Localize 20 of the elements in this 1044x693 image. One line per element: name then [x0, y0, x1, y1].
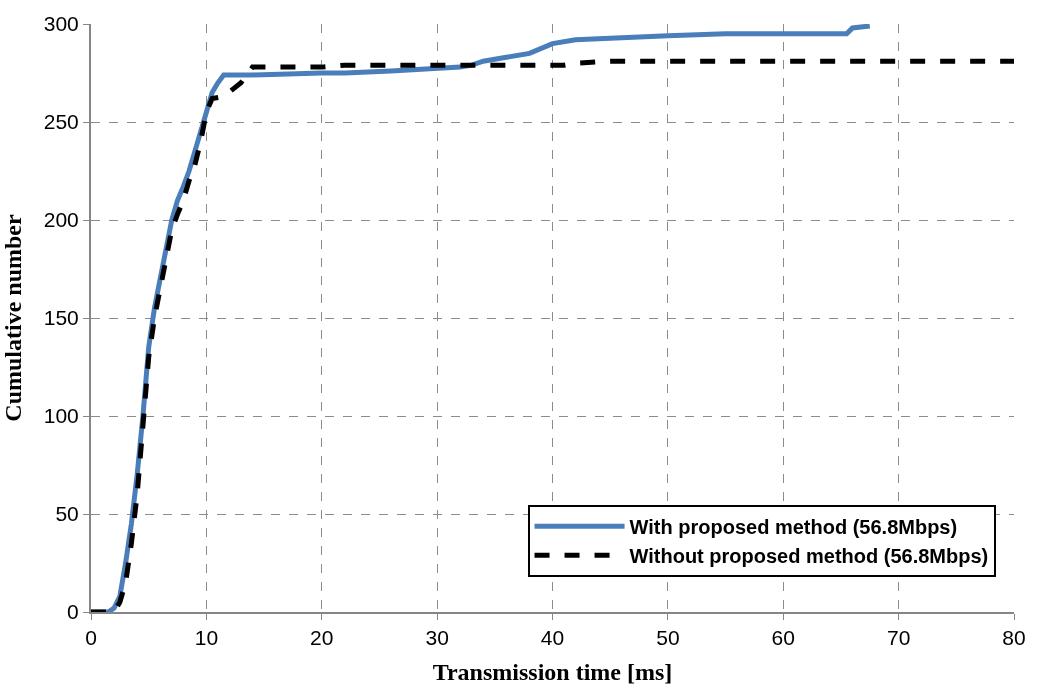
y-axis-title: Cumulative number [0, 213, 27, 422]
legend-label: With proposed method (56.8Mbps) [629, 516, 958, 539]
x-tick-label: 70 [886, 626, 911, 650]
x-tick-label: 80 [1002, 626, 1026, 650]
x-tick-label: 40 [540, 626, 565, 650]
x-tick-label: 60 [771, 626, 795, 650]
x-tick-label: 30 [425, 626, 449, 650]
y-tick-label: 300 [43, 12, 79, 36]
x-tick-label: 20 [310, 626, 334, 650]
x-tick-label: 10 [194, 626, 219, 650]
legend-label: Without proposed method (56.8Mbps) [629, 545, 989, 568]
y-tick-label: 100 [43, 404, 79, 428]
y-tick-label: 150 [43, 306, 79, 330]
x-axis-title: Transmission time [ms] [432, 659, 673, 685]
y-tick-label: 0 [67, 600, 79, 624]
y-tick-label: 250 [43, 110, 79, 134]
y-tick-label: 200 [43, 208, 79, 232]
x-tick-label: 0 [85, 626, 97, 650]
x-tick-label: 50 [656, 626, 680, 650]
y-tick-label: 50 [55, 502, 79, 526]
